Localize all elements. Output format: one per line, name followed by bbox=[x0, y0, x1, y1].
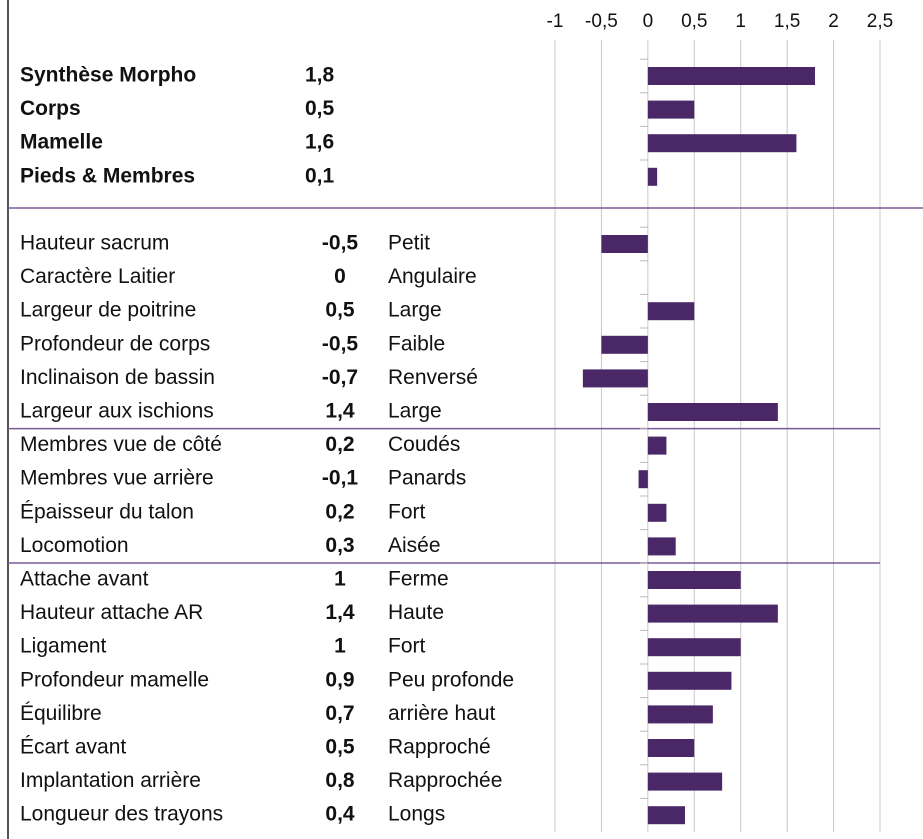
value-label: 1 bbox=[334, 568, 346, 591]
bar bbox=[647, 134, 797, 153]
bar bbox=[647, 571, 741, 589]
category-label: Membres vue arrière bbox=[20, 467, 214, 490]
value-label: 1,4 bbox=[325, 601, 355, 624]
x-tick-label: 0 bbox=[643, 11, 654, 32]
value-label: 0,1 bbox=[305, 164, 335, 187]
category-label: Écart avant bbox=[20, 736, 126, 759]
category-label: Membres vue de côté bbox=[20, 433, 222, 456]
descriptor-label: Aisée bbox=[388, 534, 441, 557]
category-label: Équilibre bbox=[20, 702, 102, 725]
value-label: 0,5 bbox=[305, 97, 335, 120]
value-label: -0,7 bbox=[322, 366, 358, 389]
value-label: 0,7 bbox=[325, 702, 354, 725]
descriptor-label: Large bbox=[388, 400, 442, 423]
bar bbox=[647, 739, 695, 757]
bar bbox=[647, 772, 723, 791]
value-label: -0,5 bbox=[322, 332, 359, 355]
bar bbox=[647, 302, 695, 321]
bar bbox=[601, 235, 648, 253]
descriptor-label: Ferme bbox=[388, 568, 449, 591]
x-tick-label: -0,5 bbox=[585, 11, 618, 32]
value-label: 0,4 bbox=[325, 803, 355, 826]
descriptor-label: Longs bbox=[388, 803, 445, 826]
category-label: Largeur de poitrine bbox=[20, 299, 196, 322]
value-label: 0,5 bbox=[325, 736, 355, 759]
category-label: Synthèse Morpho bbox=[20, 64, 196, 87]
bar bbox=[647, 806, 685, 825]
bar bbox=[647, 167, 658, 186]
descriptor-label: Angulaire bbox=[388, 265, 477, 288]
category-label: Pieds & Membres bbox=[20, 164, 195, 187]
category-label: Hauteur sacrum bbox=[20, 232, 169, 255]
descriptor-label: Fort bbox=[388, 635, 426, 658]
x-tick-label: 2 bbox=[828, 11, 839, 32]
value-label: 1,6 bbox=[305, 131, 334, 154]
descriptor-label: Faible bbox=[388, 332, 445, 355]
category-label: Ligament bbox=[20, 635, 107, 658]
category-label: Profondeur mamelle bbox=[20, 668, 209, 691]
descriptor-label: Petit bbox=[388, 232, 430, 255]
x-tick-label: 0,5 bbox=[681, 11, 707, 32]
bar bbox=[647, 705, 713, 724]
category-label: Hauteur attache AR bbox=[20, 601, 203, 624]
bar bbox=[647, 503, 667, 522]
descriptor-label: arrière haut bbox=[388, 702, 496, 725]
value-label: 1,4 bbox=[325, 400, 355, 423]
descriptor-label: Panards bbox=[388, 467, 466, 490]
x-tick-label: 1 bbox=[735, 11, 746, 32]
bar bbox=[638, 470, 648, 489]
descriptor-label: Haute bbox=[388, 601, 444, 624]
category-label: Corps bbox=[20, 97, 81, 120]
bar bbox=[647, 638, 741, 657]
x-tick-label: 1,5 bbox=[774, 11, 800, 32]
value-label: 0,2 bbox=[325, 433, 354, 456]
value-label: 0,2 bbox=[325, 500, 354, 523]
descriptor-label: Coudés bbox=[388, 433, 460, 456]
bar bbox=[647, 671, 732, 690]
bar bbox=[647, 403, 778, 421]
bar bbox=[647, 100, 695, 119]
value-label: -0,1 bbox=[322, 467, 359, 490]
descriptor-label: Renversé bbox=[388, 366, 478, 389]
bar bbox=[647, 604, 778, 623]
bar bbox=[647, 67, 815, 85]
category-label: Caractère Laitier bbox=[20, 265, 175, 288]
value-label: 0,9 bbox=[325, 668, 354, 691]
category-label: Profondeur de corps bbox=[20, 332, 210, 355]
category-label: Mamelle bbox=[20, 131, 103, 154]
category-label: Largeur aux ischions bbox=[20, 400, 214, 423]
value-label: 0 bbox=[334, 265, 346, 288]
x-tick-label: -1 bbox=[547, 11, 564, 32]
descriptor-label: Peu profonde bbox=[388, 668, 514, 691]
value-label: -0,5 bbox=[322, 232, 359, 255]
category-label: Épaisseur du talon bbox=[20, 500, 194, 523]
bar bbox=[647, 436, 667, 455]
category-label: Inclinaison de bassin bbox=[20, 366, 215, 389]
value-label: 1 bbox=[334, 635, 346, 658]
value-label: 0,5 bbox=[325, 299, 355, 322]
bar bbox=[601, 335, 648, 354]
x-tick-label: 2,5 bbox=[867, 11, 893, 32]
category-label: Locomotion bbox=[20, 534, 129, 557]
bar bbox=[582, 369, 648, 388]
descriptor-label: Fort bbox=[388, 500, 426, 523]
value-label: 1,8 bbox=[305, 64, 335, 87]
category-label: Implantation arrière bbox=[20, 769, 201, 792]
value-label: 0,3 bbox=[325, 534, 354, 557]
descriptor-label: Rapproché bbox=[388, 736, 491, 759]
descriptor-label: Large bbox=[388, 299, 442, 322]
category-label: Attache avant bbox=[20, 568, 149, 591]
value-label: 0,8 bbox=[325, 769, 355, 792]
category-label: Longueur des trayons bbox=[20, 803, 223, 826]
bar bbox=[647, 537, 676, 556]
descriptor-label: Rapprochée bbox=[388, 769, 502, 792]
